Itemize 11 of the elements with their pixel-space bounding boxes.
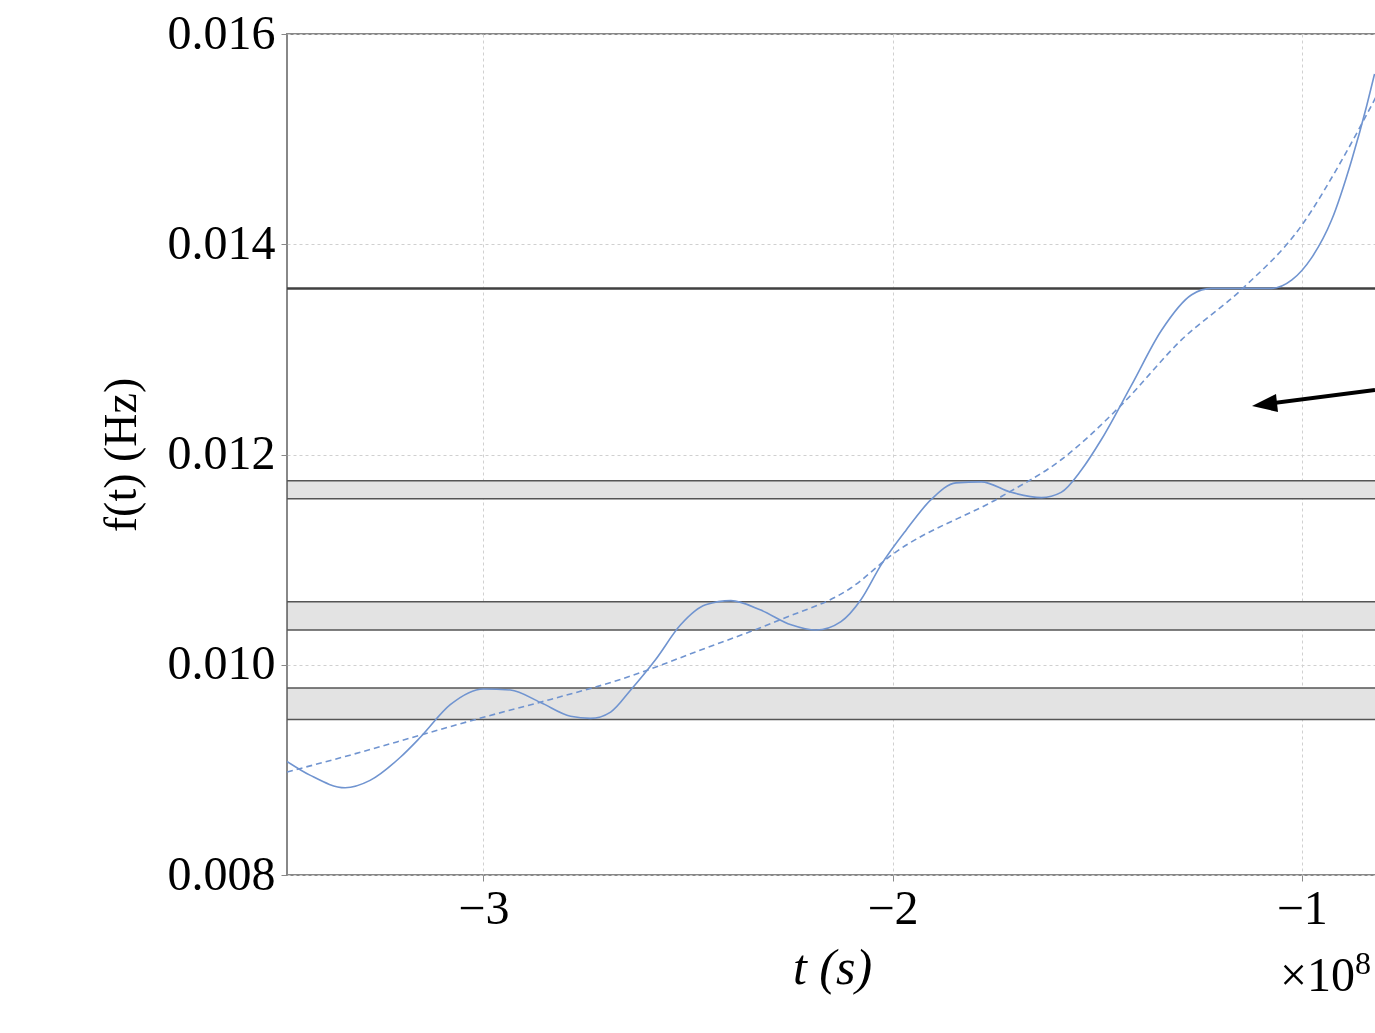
- x-tick-label: −2: [867, 880, 919, 934]
- y-axis-title: f(t) (Hz): [94, 377, 146, 533]
- y-tick-label: 0.012: [167, 426, 276, 479]
- x-tick-label: −1: [1276, 880, 1328, 934]
- text: ×10$^{8}$: [1279, 945, 1371, 1002]
- y-tick-label: 0.010: [167, 636, 276, 690]
- x-tick-label: −3: [458, 880, 510, 934]
- y-tick-label: 0.008: [167, 846, 276, 900]
- y-tick-label: 0.014: [167, 215, 276, 269]
- x-axis-title: t (s): [792, 938, 873, 995]
- y-tick-label: 0.016: [167, 5, 276, 59]
